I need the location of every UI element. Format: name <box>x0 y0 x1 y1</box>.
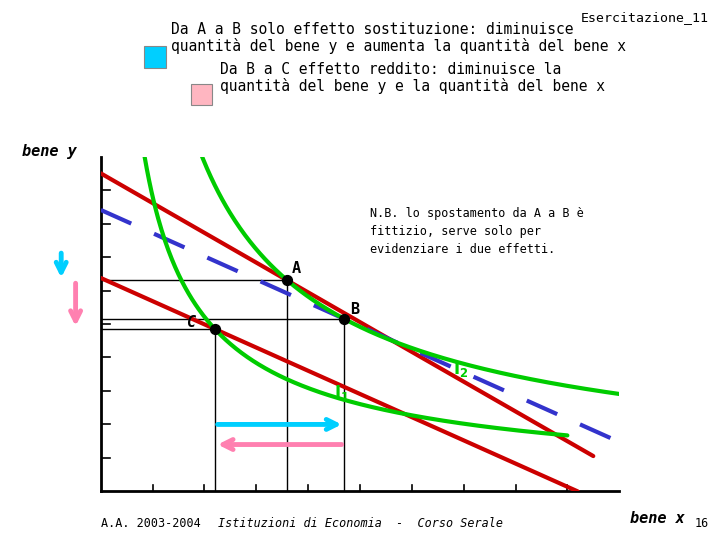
Text: $\mathbf{I_1}$: $\mathbf{I_1}$ <box>334 383 350 403</box>
Text: quantità del bene y e aumenta la quantità del bene x: quantità del bene y e aumenta la quantit… <box>171 38 626 54</box>
Text: A.A. 2003-2004: A.A. 2003-2004 <box>101 517 201 530</box>
Text: Da A a B solo effetto sostituzione: diminuisce: Da A a B solo effetto sostituzione: dimi… <box>171 22 574 37</box>
Text: B: B <box>350 302 359 317</box>
Text: N.B. lo spostamento da A a B è
fittizio, serve solo per
evidenziare i due effett: N.B. lo spostamento da A a B è fittizio,… <box>370 207 584 256</box>
Point <box>338 315 350 323</box>
Text: A: A <box>292 261 301 276</box>
Text: Da B a C effetto reddito: diminuisce la: Da B a C effetto reddito: diminuisce la <box>220 62 561 77</box>
Text: Esercitazione_11: Esercitazione_11 <box>581 11 709 24</box>
Text: 16: 16 <box>695 517 709 530</box>
Text: Istituzioni di Economia  -  Corso Serale: Istituzioni di Economia - Corso Serale <box>217 517 503 530</box>
Text: quantità del bene y e la quantità del bene x: quantità del bene y e la quantità del be… <box>220 78 605 94</box>
Text: bene y: bene y <box>22 144 76 159</box>
Text: bene x: bene x <box>629 511 684 526</box>
Text: $\mathbf{I_2}$: $\mathbf{I_2}$ <box>454 359 469 379</box>
Point <box>282 276 293 285</box>
Point <box>209 325 220 333</box>
Text: C: C <box>186 315 195 330</box>
